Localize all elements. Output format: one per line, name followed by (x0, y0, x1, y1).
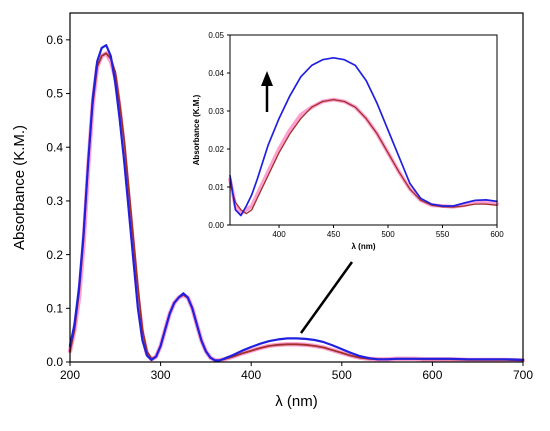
inset-y-tick-label: 0.01 (208, 183, 224, 192)
main-plot-frame (69, 12, 524, 363)
inset-x-tick-label: 500 (381, 230, 395, 239)
main-y-tick-label: 0.4 (46, 140, 63, 154)
inset-x-tick-label: 550 (436, 230, 450, 239)
main-y-tick-label: 0.5 (46, 87, 63, 101)
inset-series-line-3 (229, 56, 498, 217)
inset-y-axis-label: Absorbance (K.M.) (192, 94, 201, 165)
inset-series-group (228, 56, 499, 217)
inset-series-line-2 (229, 98, 498, 215)
inset-x-tick-label: 400 (272, 230, 286, 239)
inset-plot-frame (229, 34, 498, 226)
inset-background (230, 35, 497, 225)
main-y-tick-label: 0.0 (46, 355, 63, 369)
arrow-up-icon (261, 71, 273, 112)
main-x-tick-label: 200 (60, 368, 80, 382)
main-y-tick-label: 0.1 (46, 302, 63, 316)
inset-plot: 400 450 500 550 6000.000.010.020.030.040.05 … (192, 31, 504, 251)
inset-y-tick-label: 0.02 (208, 145, 224, 154)
inset-x-tick-label: 450 (327, 230, 341, 239)
main-plot: 200 300 400 500 600 7000.00.10.20.30.40.50.6 … (11, 12, 533, 410)
inset-y-tick-label: 0.00 (208, 221, 224, 230)
main-y-tick-label: 0.6 (46, 33, 63, 47)
main-x-tick-label: 700 (513, 368, 533, 382)
main-x-axis-label: λ (nm) (275, 393, 318, 410)
main-series-group (67, 44, 526, 363)
main-x-tick-label: 600 (422, 368, 442, 382)
main-x-tick-label: 300 (151, 368, 171, 382)
inset-x-tick-label: 600 (490, 230, 504, 239)
main-x-tick-label: 500 (332, 368, 352, 382)
main-x-tick-label: 400 (241, 368, 261, 382)
main-y-axis-label: Absorbance (K.M.) (11, 125, 28, 250)
main-axis-ticks: 200 300 400 500 600 700 0.0 0.1 0.2 0.3 0.4 0.5 0.6 (46, 33, 533, 382)
inset-y-tick-label: 0.04 (208, 69, 224, 78)
inset-connector-line (299, 261, 354, 334)
inset-axis-ticks: 400 450 500 550 600 0.00 0.01 0.02 0.03 0.04 0.05 (208, 31, 504, 239)
main-y-tick-label: 0.3 (46, 194, 63, 208)
main-series-line-3 (68, 44, 525, 362)
main-y-tick-label: 0.2 (46, 248, 63, 262)
inset-y-tick-label: 0.05 (208, 31, 224, 40)
inset-y-tick-label: 0.03 (208, 107, 224, 116)
inset-x-axis-label: λ (nm) (352, 242, 376, 251)
